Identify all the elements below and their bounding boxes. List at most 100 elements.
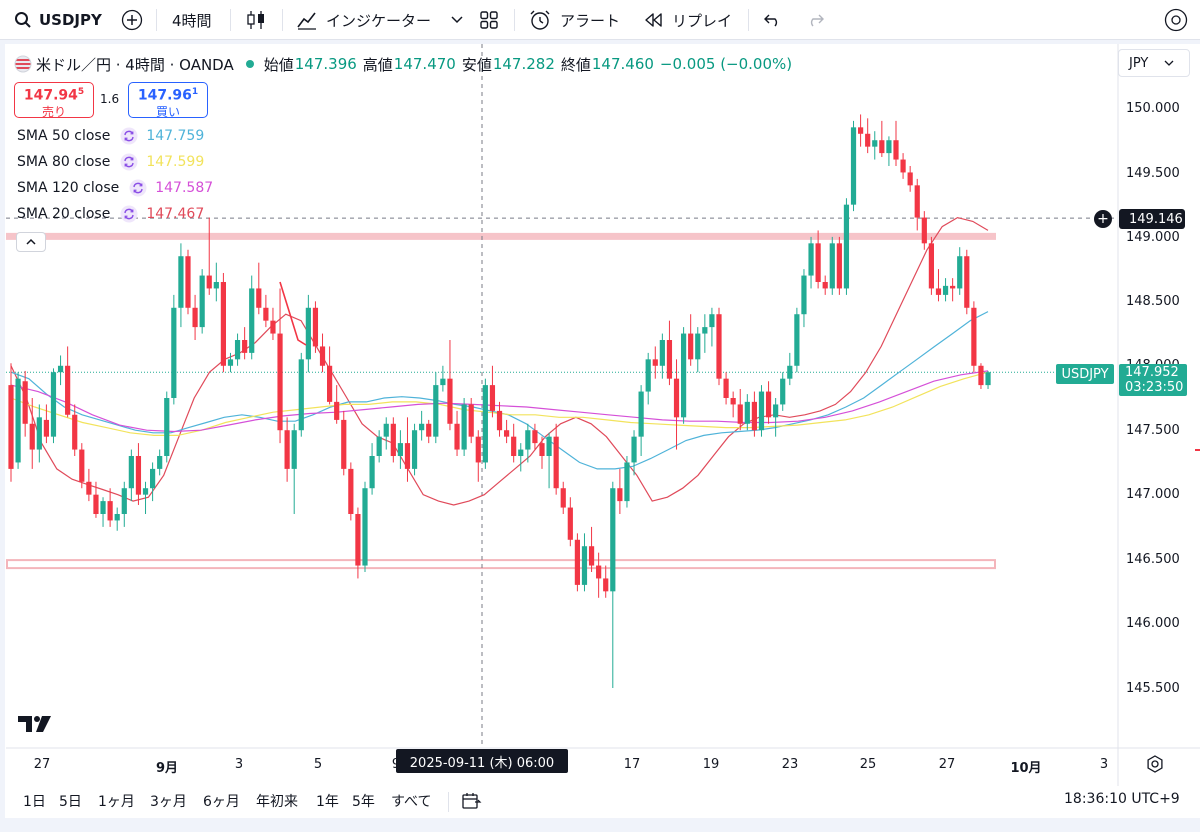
- range-6m-button[interactable]: 6ヶ月: [203, 794, 240, 810]
- symbol-search-button[interactable]: USDJPY: [14, 0, 102, 40]
- interval-button[interactable]: 4時間: [172, 0, 212, 40]
- indicators-button[interactable]: インジケーター: [296, 0, 463, 40]
- candle-body: [546, 436, 552, 456]
- candle-body: [978, 365, 984, 386]
- account-button[interactable]: [1164, 0, 1188, 40]
- sync-icon: [120, 153, 138, 171]
- candle-body: [532, 430, 538, 444]
- candle-body: [411, 430, 418, 469]
- range-all-button[interactable]: すべて: [391, 794, 432, 810]
- price-axis-label: 145.500: [1126, 681, 1180, 696]
- chart-type-button[interactable]: [246, 0, 266, 40]
- indicator-sma-120[interactable]: SMA 120 close 147.587: [17, 177, 213, 199]
- currency-select[interactable]: JPY: [1118, 49, 1190, 77]
- go-to-date-button[interactable]: [460, 791, 482, 815]
- indicator-sma-80[interactable]: SMA 80 close 147.599: [17, 151, 204, 173]
- candle-body: [971, 307, 977, 366]
- time-axis-label: 23: [781, 757, 799, 772]
- chart-settings-button[interactable]: [1146, 755, 1164, 777]
- bar-countdown: 03:23:50: [1125, 380, 1184, 395]
- interval-label: 4時間: [172, 11, 212, 30]
- candle-body: [723, 378, 729, 398]
- candle-body: [808, 243, 814, 276]
- range-1d-button[interactable]: 1日: [23, 794, 46, 810]
- candle-body: [744, 401, 750, 424]
- redo-button[interactable]: [806, 0, 824, 40]
- user-circle-icon: [1164, 8, 1188, 32]
- range-1y-button[interactable]: 1年: [316, 794, 339, 810]
- candle-body: [291, 430, 297, 469]
- candle-body: [227, 359, 234, 366]
- candle-body: [454, 423, 460, 450]
- candle-body: [65, 365, 71, 415]
- candle-body: [426, 423, 432, 437]
- candle-body: [787, 365, 793, 379]
- high-label: 高値: [362, 55, 393, 74]
- candle-body: [8, 385, 14, 469]
- candle-body: [192, 307, 198, 328]
- candle-body: [270, 320, 276, 334]
- sell-button[interactable]: 147.945 売り: [14, 82, 94, 119]
- layouts-button[interactable]: [479, 0, 499, 40]
- time-axis-label: 9月: [155, 761, 179, 776]
- candle-body: [610, 488, 616, 592]
- candle-body: [489, 385, 496, 411]
- candle-body: [79, 449, 85, 482]
- candle-body: [72, 414, 78, 450]
- candle-body: [631, 436, 637, 463]
- close-value: 147.460: [591, 55, 654, 73]
- candle-body: [645, 359, 651, 392]
- tradingview-logo[interactable]: [18, 714, 52, 738]
- replay-button[interactable]: リプレイ: [644, 0, 732, 40]
- range-5y-button[interactable]: 5年: [352, 794, 375, 810]
- candle-body: [348, 468, 354, 514]
- range-5d-button[interactable]: 5日: [59, 794, 82, 810]
- indicator-value: 147.759: [146, 128, 205, 144]
- candle-body: [157, 456, 163, 469]
- candle-body: [57, 365, 64, 373]
- range-ytd-button[interactable]: 年初来: [256, 794, 298, 810]
- candle-body: [638, 391, 644, 437]
- buy-button[interactable]: 147.961 買い: [128, 82, 208, 119]
- candle-body: [900, 159, 906, 173]
- candle-body: [213, 282, 219, 289]
- candle-body: [43, 419, 49, 437]
- candle-body: [178, 256, 184, 308]
- plus-circle-icon: [121, 9, 143, 31]
- indicator-label: SMA 120 close: [17, 180, 120, 196]
- compare-symbol-button[interactable]: [121, 0, 143, 40]
- buy-price: 147.96: [137, 87, 192, 104]
- collapse-legend-button[interactable]: [16, 232, 46, 252]
- currency-label: JPY: [1129, 55, 1149, 71]
- sma-line: [10, 216, 989, 506]
- candle-body: [560, 488, 566, 508]
- indicator-sma-50[interactable]: SMA 50 close 147.759: [17, 125, 204, 147]
- candle-body: [334, 401, 340, 420]
- candle-body: [957, 256, 963, 289]
- candle-body: [681, 333, 687, 418]
- indicator-sma-20[interactable]: SMA 20 close 147.467: [17, 203, 204, 225]
- candle-body: [22, 381, 28, 424]
- candle-body: [277, 333, 283, 431]
- crosshair-price-badge: 149.146: [1119, 209, 1185, 229]
- buy-label: 買い: [155, 104, 180, 119]
- alert-button[interactable]: アラート: [529, 0, 620, 40]
- clock-timezone[interactable]: 18:36:10 UTC+9: [1064, 791, 1180, 807]
- time-axis-label: 25: [859, 757, 877, 772]
- market-open-indicator: [245, 60, 254, 68]
- sync-icon: [129, 179, 147, 197]
- price-axis-label: 149.000: [1126, 230, 1180, 245]
- price-axis-label: 146.500: [1126, 552, 1180, 567]
- gear-icon: [1147, 755, 1163, 773]
- candle-body: [822, 282, 828, 289]
- high-value: 147.470: [393, 55, 456, 73]
- range-1m-button[interactable]: 1ヶ月: [98, 794, 135, 810]
- add-alert-button[interactable]: +: [1094, 210, 1112, 228]
- candle-body: [376, 436, 382, 456]
- range-3m-button[interactable]: 3ヶ月: [150, 794, 187, 810]
- candle-body: [128, 456, 134, 489]
- chevron-up-icon: [26, 238, 36, 245]
- undo-button[interactable]: [764, 0, 782, 40]
- calendar-range-icon: [462, 793, 482, 809]
